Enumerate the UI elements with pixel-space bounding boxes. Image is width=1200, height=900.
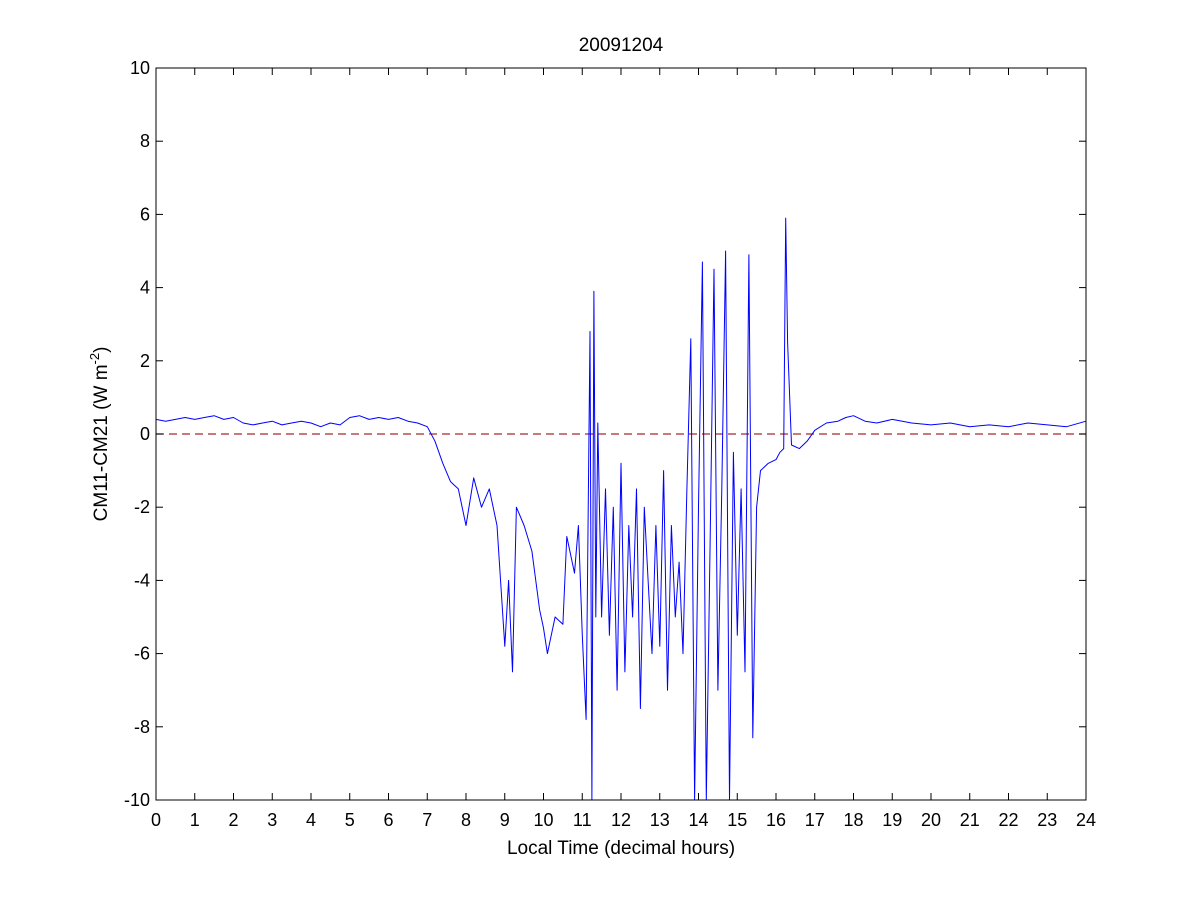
y-tick-label: 4	[140, 278, 150, 298]
series-line-0	[155, 217, 1087, 801]
y-tick-label: 2	[140, 351, 150, 371]
x-tick-label: 24	[1076, 810, 1096, 830]
x-tick-label: 20	[921, 810, 941, 830]
x-tick-label: 5	[345, 810, 355, 830]
y-tick-label: -6	[134, 644, 150, 664]
x-tick-label: 15	[727, 810, 747, 830]
y-tick-label: 10	[130, 58, 150, 78]
x-tick-label: 10	[533, 810, 553, 830]
x-tick-label: 12	[611, 810, 631, 830]
y-tick-label: 0	[140, 424, 150, 444]
x-tick-label: 18	[843, 810, 863, 830]
x-tick-label: 9	[500, 810, 510, 830]
x-tick-label: 7	[422, 810, 432, 830]
y-axis-label-end: )	[91, 347, 112, 353]
tick-layer: 0 1 2 3 4 5 6 7 8 9 10 11 12 13 14 15 16 17 18 19 20 21 22 23 24…	[124, 58, 1096, 830]
y-tick-label: -8	[134, 717, 150, 737]
y-axis-label-superscript: -2	[87, 353, 102, 365]
x-tick-label: 6	[383, 810, 393, 830]
y-tick-label: 6	[140, 204, 150, 224]
x-tick-label: 4	[306, 810, 316, 830]
y-tick-label: -4	[134, 570, 150, 590]
x-tick-label: 23	[1037, 810, 1057, 830]
y-axis-label: CM11-CM21 (W m-2)	[87, 347, 112, 522]
y-tick-label: 8	[140, 131, 150, 151]
x-tick-label: 8	[461, 810, 471, 830]
chart-title: 20091204	[579, 35, 664, 56]
x-tick-label: 21	[960, 810, 980, 830]
x-tick-label: 1	[190, 810, 200, 830]
y-axis-label-main: CM11-CM21 (W m	[91, 364, 112, 521]
x-tick-label: 22	[998, 810, 1018, 830]
y-tick-label: -10	[124, 790, 150, 810]
x-tick-label: 19	[882, 810, 902, 830]
x-tick-label: 17	[805, 810, 825, 830]
x-tick-label: 13	[650, 810, 670, 830]
x-tick-label: 16	[766, 810, 786, 830]
series-layer	[155, 217, 1087, 801]
x-tick-label: 11	[573, 810, 592, 830]
plot-area	[156, 68, 1086, 800]
y-tick-label: -2	[134, 497, 150, 517]
x-tick-label: 14	[688, 810, 708, 830]
x-axis-label: Local Time (decimal hours)	[507, 838, 735, 859]
x-tick-label: 3	[267, 810, 277, 830]
x-tick-label: 0	[151, 810, 161, 830]
x-tick-label: 2	[228, 810, 238, 830]
